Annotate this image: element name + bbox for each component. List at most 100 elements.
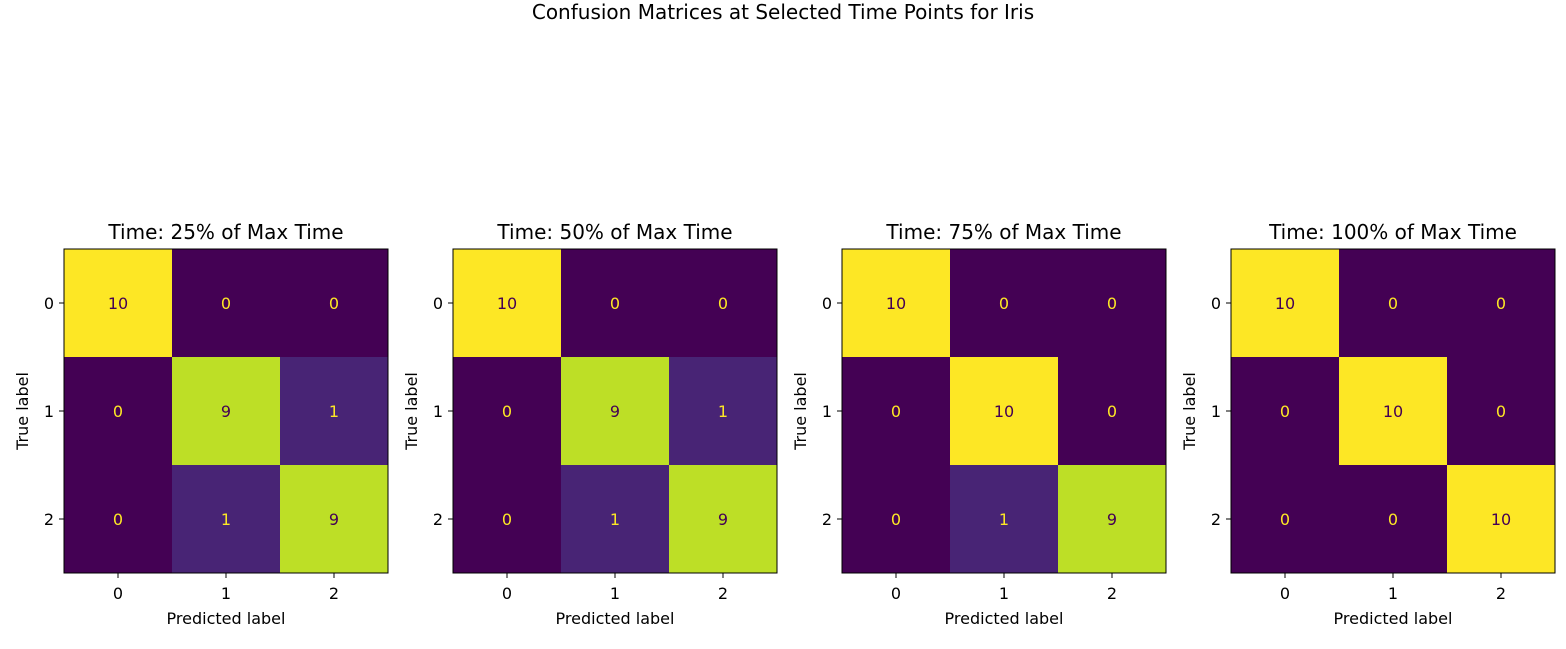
cell-value-label: 0 bbox=[1496, 402, 1506, 421]
heatmap-cell bbox=[280, 249, 389, 358]
cell-value-label: 0 bbox=[1107, 294, 1117, 313]
cell-value-label: 0 bbox=[113, 402, 123, 421]
heatmap-cell bbox=[1058, 249, 1167, 358]
x-tick-label: 1 bbox=[221, 584, 231, 603]
heatmap-cell bbox=[1447, 465, 1556, 574]
cell-value-label: 0 bbox=[1280, 510, 1290, 529]
y-tick-label: 1 bbox=[1211, 402, 1221, 421]
x-tick-label: 0 bbox=[891, 584, 901, 603]
heatmap-cell bbox=[453, 465, 562, 574]
cell-value-label: 0 bbox=[113, 510, 123, 529]
x-axis-label: Predicted label bbox=[945, 609, 1064, 628]
heatmap-cell bbox=[669, 465, 778, 574]
cell-value-label: 0 bbox=[502, 510, 512, 529]
cell-value-label: 1 bbox=[718, 402, 728, 421]
heatmap-cell bbox=[280, 357, 389, 466]
heatmap-cell bbox=[1339, 357, 1448, 466]
cell-value-label: 0 bbox=[891, 510, 901, 529]
panel-title: Time: 25% of Max Time bbox=[107, 220, 343, 244]
heatmap-cell bbox=[172, 465, 281, 574]
cell-value-label: 0 bbox=[1388, 294, 1398, 313]
y-tick-label: 2 bbox=[822, 510, 832, 529]
cell-value-label: 0 bbox=[891, 402, 901, 421]
heatmap-cell bbox=[453, 249, 562, 358]
heatmap-cell bbox=[561, 465, 670, 574]
cell-value-label: 10 bbox=[886, 294, 906, 313]
x-axis-label: Predicted label bbox=[556, 609, 675, 628]
cell-value-label: 10 bbox=[1491, 510, 1511, 529]
heatmap-cell bbox=[64, 465, 173, 574]
heatmap-cell bbox=[1447, 357, 1556, 466]
heatmap-cell bbox=[1231, 465, 1340, 574]
heatmap-cell bbox=[1231, 357, 1340, 466]
cell-value-label: 1 bbox=[221, 510, 231, 529]
y-tick-label: 0 bbox=[433, 294, 443, 313]
x-tick-label: 2 bbox=[1496, 584, 1506, 603]
cell-value-label: 1 bbox=[610, 510, 620, 529]
cell-value-label: 0 bbox=[718, 294, 728, 313]
cell-value-label: 0 bbox=[1280, 402, 1290, 421]
cell-value-label: 10 bbox=[108, 294, 128, 313]
heatmap-cell bbox=[950, 357, 1059, 466]
cell-value-label: 10 bbox=[1275, 294, 1295, 313]
heatmap-cell bbox=[453, 357, 562, 466]
y-tick-label: 2 bbox=[1211, 510, 1221, 529]
y-tick-label: 0 bbox=[1211, 294, 1221, 313]
x-tick-label: 0 bbox=[113, 584, 123, 603]
cell-value-label: 0 bbox=[1107, 402, 1117, 421]
panel-title: Time: 100% of Max Time bbox=[1268, 220, 1517, 244]
cell-value-label: 1 bbox=[999, 510, 1009, 529]
cell-value-label: 0 bbox=[329, 294, 339, 313]
x-tick-label: 1 bbox=[999, 584, 1009, 603]
x-axis-label: Predicted label bbox=[1334, 609, 1453, 628]
heatmap-cell bbox=[280, 465, 389, 574]
cell-value-label: 9 bbox=[329, 510, 339, 529]
heatmap-cell bbox=[561, 249, 670, 358]
y-tick-label: 1 bbox=[433, 402, 443, 421]
heatmap-cell bbox=[1447, 249, 1556, 358]
heatmap-cell bbox=[1231, 249, 1340, 358]
x-tick-label: 0 bbox=[1280, 584, 1290, 603]
cell-value-label: 10 bbox=[994, 402, 1014, 421]
cell-value-label: 10 bbox=[1383, 402, 1403, 421]
heatmap-cell bbox=[669, 357, 778, 466]
panel-title: Time: 50% of Max Time bbox=[496, 220, 732, 244]
y-tick-label: 0 bbox=[822, 294, 832, 313]
y-tick-label: 1 bbox=[44, 402, 54, 421]
y-tick-label: 2 bbox=[44, 510, 54, 529]
heatmap-cell bbox=[950, 465, 1059, 574]
heatmap-cell bbox=[1058, 357, 1167, 466]
confusion-matrix-panel-4: Time: 100% of Max Time 10 0 0 0 10 0 0 0 10 0 1 2 0 1 2… bbox=[1180, 220, 1556, 628]
y-tick-label: 1 bbox=[822, 402, 832, 421]
x-tick-label: 2 bbox=[1107, 584, 1117, 603]
x-tick-label: 0 bbox=[502, 584, 512, 603]
figure-title: Confusion Matrices at Selected Time Poin… bbox=[532, 0, 1034, 24]
x-tick-label: 1 bbox=[1388, 584, 1398, 603]
cell-value-label: 0 bbox=[1496, 294, 1506, 313]
heatmap-cell bbox=[172, 357, 281, 466]
cell-value-label: 9 bbox=[221, 402, 231, 421]
y-axis-label: True label bbox=[402, 372, 421, 451]
heatmap-cell bbox=[64, 249, 173, 358]
cell-value-label: 1 bbox=[329, 402, 339, 421]
cell-value-label: 10 bbox=[497, 294, 517, 313]
cell-value-label: 9 bbox=[610, 402, 620, 421]
x-axis-label: Predicted label bbox=[167, 609, 286, 628]
heatmap-cell bbox=[1058, 465, 1167, 574]
cell-value-label: 0 bbox=[999, 294, 1009, 313]
cell-value-label: 0 bbox=[502, 402, 512, 421]
heatmap-cell bbox=[561, 357, 670, 466]
cell-value-label: 0 bbox=[610, 294, 620, 313]
heatmap-cell bbox=[842, 249, 951, 358]
confusion-matrix-panel-3: Time: 75% of Max Time 10 0 0 0 10 0 0 1 9 0 1 2 0 1 2 Pr… bbox=[791, 220, 1167, 628]
heatmap-cell bbox=[1339, 465, 1448, 574]
cell-value-label: 9 bbox=[1107, 510, 1117, 529]
y-axis-label: True label bbox=[1180, 372, 1199, 451]
y-tick-label: 2 bbox=[433, 510, 443, 529]
x-tick-label: 2 bbox=[329, 584, 339, 603]
